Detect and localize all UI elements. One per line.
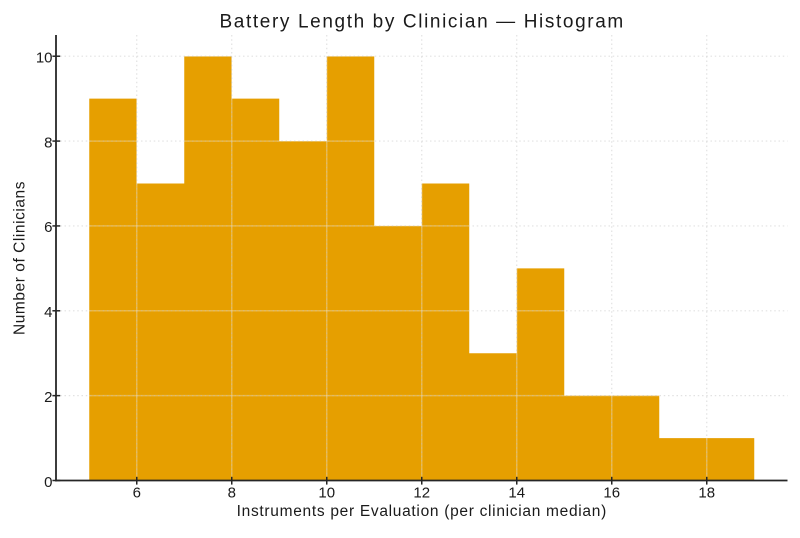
svg-text:8: 8 (228, 485, 236, 502)
svg-text:2: 2 (44, 389, 52, 406)
svg-text:6: 6 (133, 485, 141, 502)
svg-text:0: 0 (44, 474, 52, 491)
svg-text:4: 4 (44, 304, 52, 321)
svg-text:6: 6 (44, 219, 52, 236)
svg-text:10: 10 (318, 485, 335, 502)
svg-text:Instruments per Evaluation (pe: Instruments per Evaluation (per clinicia… (237, 503, 607, 520)
svg-text:16: 16 (603, 485, 620, 502)
svg-text:8: 8 (44, 134, 52, 151)
svg-text:Number of Clinicians: Number of Clinicians (11, 181, 28, 335)
svg-text:12: 12 (413, 485, 430, 502)
svg-text:18: 18 (698, 485, 715, 502)
svg-text:Battery Length by Clinician —: Battery Length by Clinician — Histogram (220, 12, 625, 33)
svg-text:14: 14 (508, 485, 525, 502)
svg-text:10: 10 (36, 50, 53, 67)
